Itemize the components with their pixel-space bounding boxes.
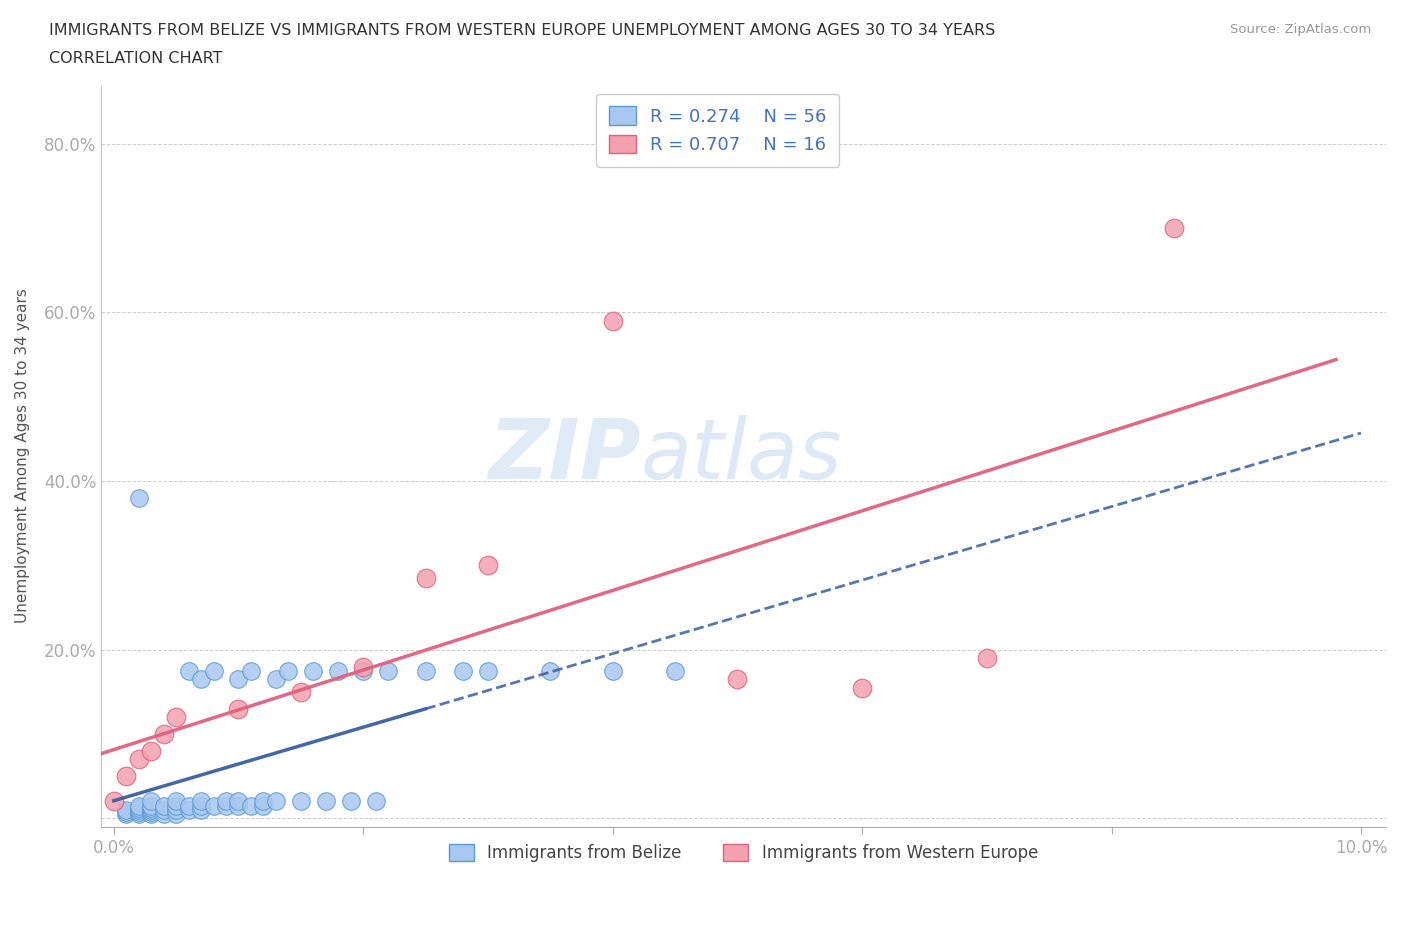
Point [252,794,274,809]
Point [190,671,212,686]
Point [190,794,212,809]
Point [128,798,150,813]
Text: atlas: atlas [641,415,842,497]
Point [239,663,262,678]
Point [139,794,162,809]
Point [228,798,250,813]
Point [139,798,162,813]
Point [152,806,174,821]
Point [252,798,274,813]
Text: CORRELATION CHART: CORRELATION CHART [49,51,222,66]
Point [851,680,873,695]
Point [664,663,686,678]
Point [165,794,187,809]
Point [477,663,499,678]
Point [290,794,312,809]
Text: Source: ZipAtlas.com: Source: ZipAtlas.com [1230,23,1371,36]
Point [128,803,150,817]
Point [228,701,250,716]
Point [415,663,437,678]
Point [152,803,174,817]
Point [202,798,225,813]
Point [215,794,238,809]
Point [139,804,162,819]
Point [377,663,399,678]
Point [128,751,150,766]
Legend: Immigrants from Belize, Immigrants from Western Europe: Immigrants from Belize, Immigrants from … [440,835,1046,870]
Point [139,801,162,816]
Point [190,803,212,817]
Point [602,313,624,328]
Point [228,671,250,686]
Point [976,651,998,666]
Point [264,671,287,686]
Point [315,794,337,809]
Point [103,794,125,809]
Point [165,806,187,821]
Text: ZIP: ZIP [488,415,641,497]
Point [415,570,437,585]
Point [602,663,624,678]
Point [139,803,162,817]
Point [128,804,150,819]
Point [290,684,312,699]
Point [451,663,474,678]
Point [277,663,299,678]
Point [115,804,138,819]
Point [139,743,162,758]
Point [228,794,250,809]
Point [152,798,174,813]
Point [302,663,325,678]
Point [115,806,138,821]
Y-axis label: Unemployment Among Ages 30 to 34 years: Unemployment Among Ages 30 to 34 years [15,288,30,623]
Point [215,798,238,813]
Point [202,663,225,678]
Point [177,803,200,817]
Point [352,663,374,678]
Point [190,798,212,813]
Point [328,663,350,678]
Point [139,806,162,821]
Point [352,659,374,674]
Point [264,794,287,809]
Text: IMMIGRANTS FROM BELIZE VS IMMIGRANTS FROM WESTERN EUROPE UNEMPLOYMENT AMONG AGES: IMMIGRANTS FROM BELIZE VS IMMIGRANTS FRO… [49,23,995,38]
Point [165,798,187,813]
Point [239,798,262,813]
Point [339,794,361,809]
Point [725,671,748,686]
Point [128,490,150,505]
Point [177,663,200,678]
Point [1163,220,1185,235]
Point [165,803,187,817]
Point [152,726,174,741]
Point [165,710,187,724]
Point [538,663,561,678]
Point [115,803,138,817]
Point [115,769,138,784]
Point [477,558,499,573]
Point [128,806,150,821]
Point [128,801,150,816]
Point [177,798,200,813]
Point [364,794,387,809]
